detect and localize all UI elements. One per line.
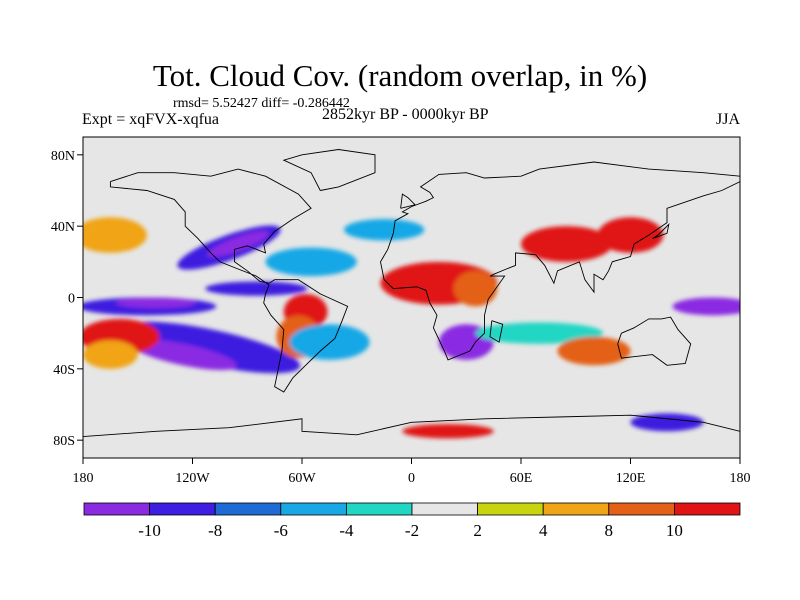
anomaly-region-16 <box>343 219 425 241</box>
y-tick-label-0: 80N <box>51 149 75 164</box>
map-panel <box>82 136 741 459</box>
colorbar-box-9 <box>674 502 741 516</box>
colorbar: -10 -8 -6 -4 -2 2 4 8 10 <box>83 502 741 540</box>
anomaly-region-2 <box>121 321 301 374</box>
anomaly-region-24 <box>630 413 704 432</box>
colorbar-box-7 <box>542 502 610 516</box>
anomaly-region-8 <box>83 217 147 253</box>
coastline-1 <box>282 149 376 191</box>
anomaly-region-21 <box>475 322 604 344</box>
anomaly-region-9 <box>265 247 357 277</box>
anomaly-region-19 <box>597 217 664 253</box>
colorbar-box-4 <box>345 502 413 516</box>
colorbar-box-8 <box>608 502 675 516</box>
colorbar-box-3 <box>280 502 347 516</box>
period-label: 2852kyr BP - 0000kyr BP <box>322 106 489 123</box>
anomaly-region-20 <box>672 297 740 316</box>
x-tick-label-5: 120E <box>616 471 646 486</box>
coastline-0 <box>109 168 349 393</box>
x-tick-label-2: 60W <box>288 471 316 486</box>
colorbar-label-0: -10 <box>138 521 161 540</box>
x-tick-label-3: 0 <box>408 471 415 486</box>
y-axis: 80N 40N 0 40S 80S <box>51 149 83 449</box>
anomaly-region-15 <box>453 270 498 307</box>
colorbar-box-1 <box>149 502 216 516</box>
anomaly-region-13 <box>289 324 370 360</box>
colorbar-box-0 <box>83 502 150 516</box>
colorbar-label-6: 4 <box>539 521 548 540</box>
anomaly-region-18 <box>521 226 613 262</box>
anomaly-field <box>83 217 740 439</box>
anomaly-region-5 <box>83 340 138 369</box>
colorbar-label-3: -4 <box>339 521 354 540</box>
coastline-6 <box>489 320 504 343</box>
experiment-label: Expt = xqFVX-xqfua <box>82 111 220 128</box>
colorbar-label-7: 8 <box>605 521 614 540</box>
colorbar-box-5 <box>411 502 478 516</box>
coastline-2 <box>380 161 740 361</box>
coastline-7 <box>83 414 740 438</box>
anomaly-region-10 <box>205 281 308 296</box>
x-tick-label-4: 60E <box>510 471 533 486</box>
colorbar-box-6 <box>477 502 544 516</box>
colorbar-label-4: -2 <box>405 521 419 540</box>
y-tick-label-1: 40N <box>51 220 75 235</box>
colorbar-label-1: -8 <box>208 521 222 540</box>
y-tick-label-4: 80S <box>53 434 75 449</box>
x-tick-label-1: 120W <box>175 471 210 486</box>
anomaly-region-22 <box>557 336 631 366</box>
x-tick-label-6: 180 <box>730 471 751 486</box>
y-tick-label-2: 0 <box>68 292 75 307</box>
chart-title: Tot. Cloud Cov. (random overlap, in %) <box>152 58 648 93</box>
anomaly-region-1 <box>115 297 197 309</box>
anomaly-region-7 <box>207 230 270 258</box>
coastline-4 <box>400 193 416 209</box>
anomaly-region-23 <box>402 424 494 439</box>
colorbar-label-8: 10 <box>666 521 683 540</box>
coastlines <box>83 149 740 438</box>
season-label: JJA <box>716 111 741 128</box>
stats-label: rmsd= 5.52427 diff= -0.286442 <box>173 96 350 111</box>
coastline-3 <box>617 316 692 366</box>
coastline-5 <box>652 223 670 240</box>
colorbar-box-2 <box>214 502 282 516</box>
anomaly-region-3 <box>129 339 237 371</box>
x-tick-label-0: 180 <box>73 471 94 486</box>
y-tick-label-3: 40S <box>53 363 75 378</box>
x-axis: 180 120W 60W 0 60E 120E 180 <box>73 458 751 486</box>
colorbar-label-5: 2 <box>473 521 482 540</box>
colorbar-label-2: -6 <box>274 521 288 540</box>
